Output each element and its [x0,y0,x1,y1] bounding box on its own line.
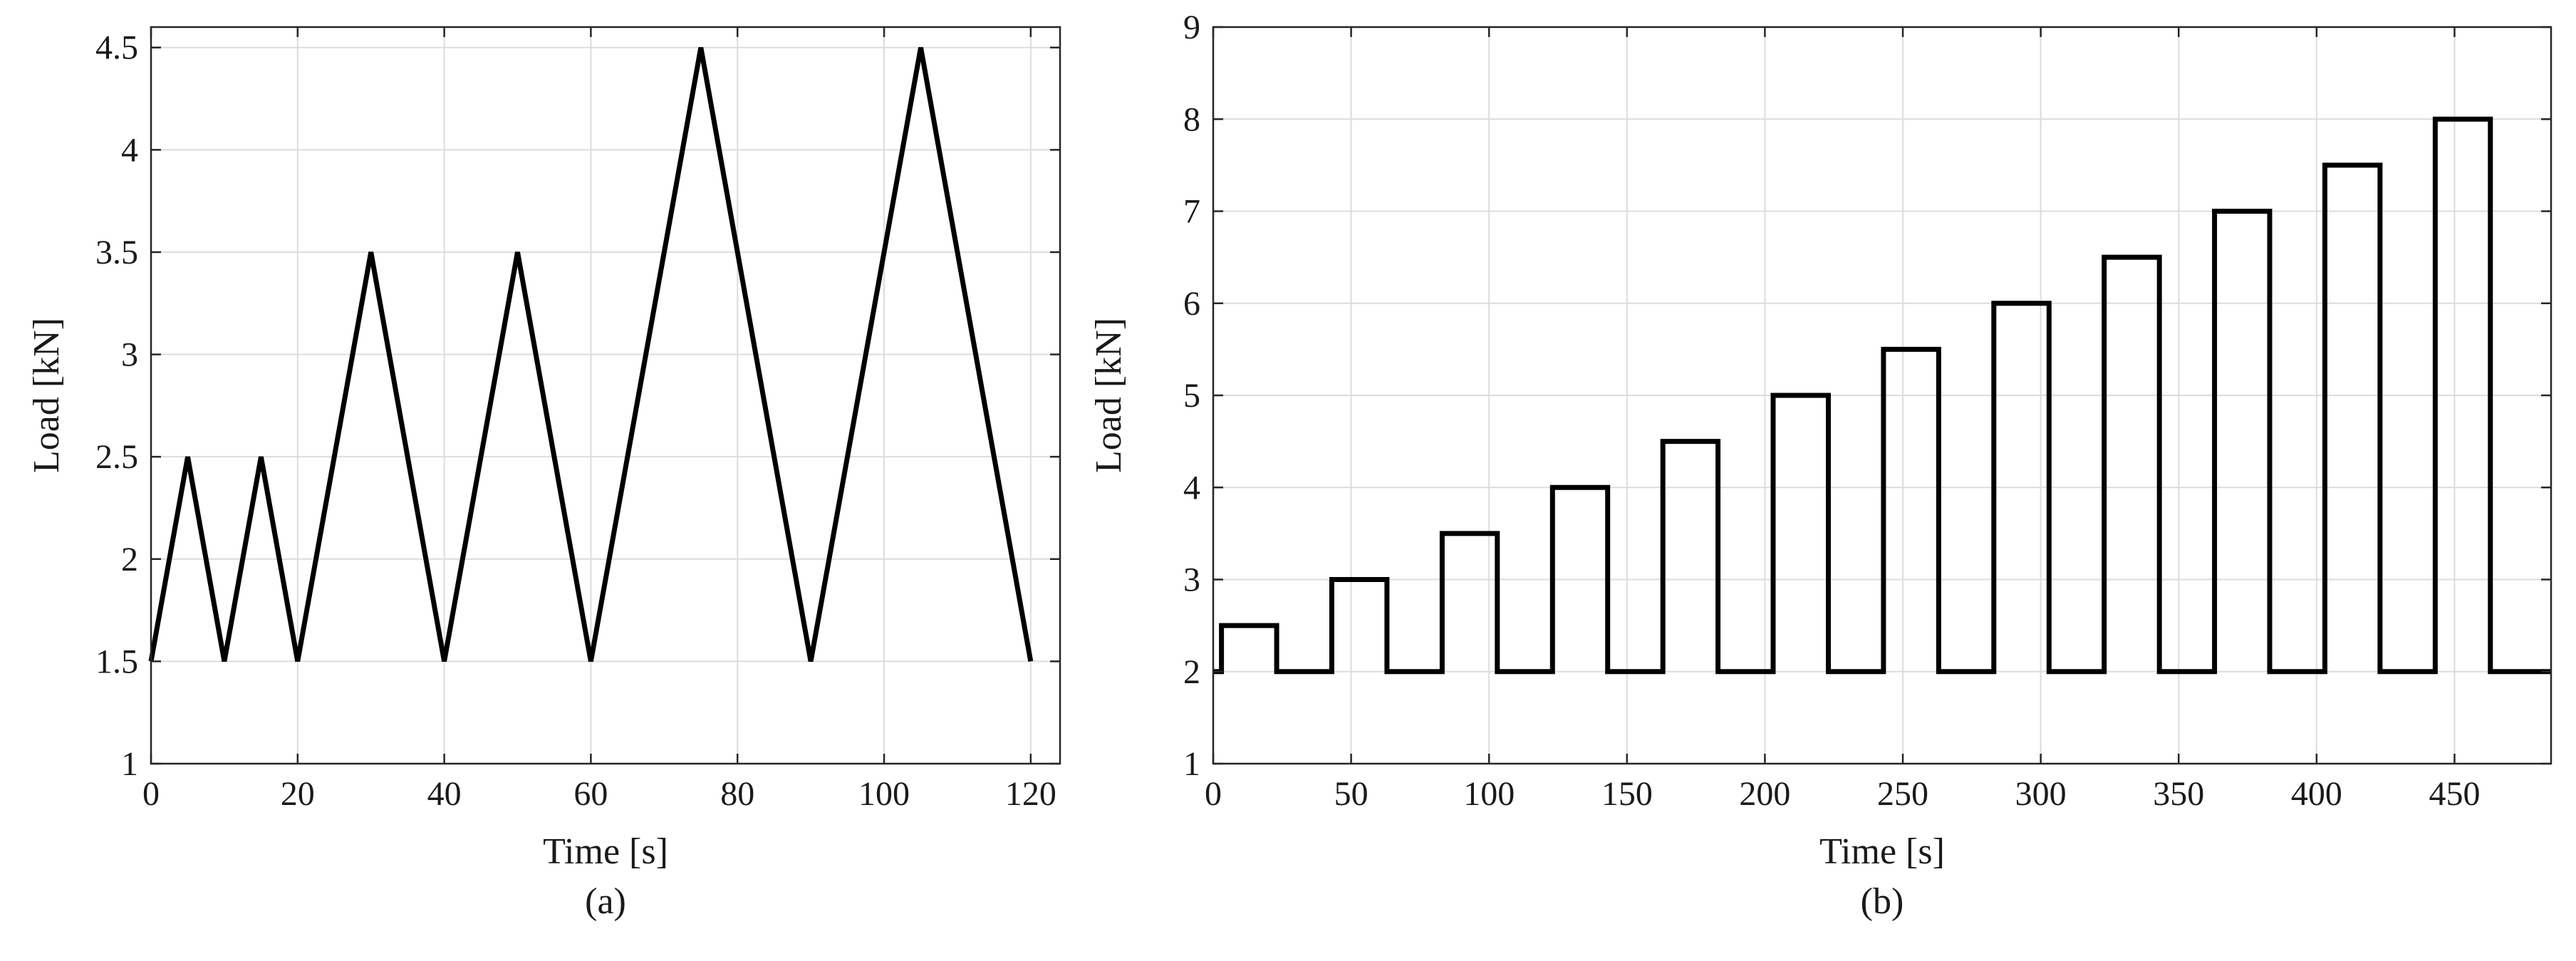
x-tick-label: 350 [2153,775,2204,813]
x-tick-label: 150 [1601,775,1653,813]
x-tick-label: 400 [2291,775,2342,813]
x-tick-label: 50 [1334,775,1368,813]
y-tick-label: 4 [121,131,138,169]
x-tick-label: 100 [1463,775,1515,813]
chart-panel-b: 0 50 100 150 200 250 300 350 400 450 1 2 3 4 5 6 7 8 9 Time… [1089,9,2552,922]
x-axis-title: Time [s] [543,831,668,872]
x-tick-label: 0 [1205,775,1222,813]
y-tick-label: 3.5 [95,234,138,271]
x-tick-label: 300 [2015,775,2067,813]
x-tick-label: 250 [1877,775,1928,813]
chart-panel-a: 0 20 40 60 80 100 120 1 1.5 2 2.5 3 3.5 4 4.5 Time [s] L… [26,26,1061,922]
panel-caption: (a) [585,881,626,922]
y-tick-label: 5 [1183,377,1200,415]
x-tick-label: 80 [720,775,754,813]
panel-caption: (b) [1861,881,1904,922]
x-tick-label: 100 [858,775,910,813]
y-tick-label: 9 [1183,9,1200,46]
y-tick-label: 2 [121,541,138,578]
plot-area [151,27,1060,764]
y-tick-label: 2.5 [95,438,138,476]
y-tick-label: 4 [1183,469,1200,507]
series-line [1213,116,2551,675]
y-tick-label: 3 [1183,561,1200,599]
y-axis-title: Load [kN] [1089,318,1129,473]
x-axis-title: Time [s] [1819,831,1945,872]
x-tick-label: 40 [427,775,462,813]
y-tick-label: 2 [1183,653,1200,691]
x-tick-label: 20 [281,775,315,813]
y-tick-label: 4.5 [95,29,138,67]
x-tick-label: 200 [1739,775,1790,813]
y-tick-label: 1 [121,745,138,783]
y-axis-title: Load [kN] [26,318,67,473]
x-tick-label: 60 [573,775,608,813]
axes-box [150,26,1061,765]
y-tick-label: 6 [1183,285,1200,323]
y-tick-label: 8 [1183,100,1200,138]
x-tick-label: 0 [142,775,160,813]
y-tick-label: 7 [1183,193,1200,231]
x-tick-label: 450 [2429,775,2480,813]
series-line [148,47,1034,663]
y-tick-label: 1 [1183,745,1200,783]
x-tick-label: 120 [1005,775,1056,813]
y-tick-label: 1.5 [95,643,138,680]
y-tick-label: 3 [121,336,138,374]
